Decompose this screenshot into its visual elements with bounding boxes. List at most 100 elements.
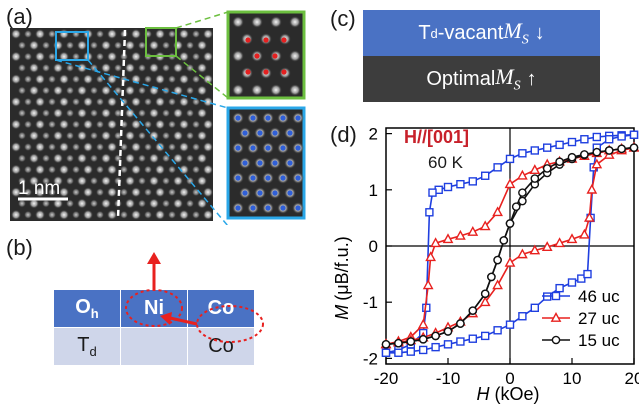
atom-column [95, 210, 105, 219]
site-marker [242, 160, 248, 166]
data-point [617, 144, 626, 154]
atom-column [47, 120, 57, 129]
atom-column [95, 142, 105, 152]
atom-column [34, 141, 46, 153]
atom-column [130, 119, 142, 130]
site-marker [295, 175, 301, 181]
atom-column [58, 74, 70, 85]
atom-column [17, 131, 27, 140]
atom-column [106, 96, 118, 108]
panel-label-b: (b) [6, 235, 33, 260]
atom-column [100, 62, 112, 74]
site-marker [272, 160, 278, 166]
atom-column [143, 120, 153, 129]
co-dotted-circle [196, 305, 264, 343]
data-point [406, 337, 416, 346]
header-oh: Oh [54, 290, 121, 328]
atom-column [106, 74, 118, 85]
data-point [455, 229, 466, 240]
atom-column [47, 210, 57, 219]
atom-column [161, 199, 171, 208]
data-point [580, 135, 589, 144]
optimal-box: Optimal MS ↑ [363, 56, 600, 102]
atom-column [113, 176, 123, 186]
atom-column [232, 50, 244, 62]
atom-column [71, 52, 81, 61]
data-point [492, 206, 503, 217]
atom-column [130, 187, 142, 198]
data-point [518, 312, 527, 321]
atom-column [17, 63, 27, 73]
atom-column [270, 84, 282, 96]
atom-column [202, 96, 214, 108]
atom-column [10, 28, 22, 40]
atom-column [154, 209, 166, 220]
atom-column [191, 210, 201, 219]
atom-column [28, 130, 40, 141]
atom-column [172, 198, 184, 209]
atom-column [106, 209, 118, 220]
stem-image-panel: 1 nm [10, 10, 306, 225]
atom-column [154, 141, 166, 153]
atom-column [167, 188, 177, 197]
atom-column [154, 28, 166, 40]
ni-up-arrowhead [147, 252, 161, 264]
data-point [443, 327, 453, 336]
cell-co: Co [187, 327, 255, 365]
data-point [583, 211, 595, 222]
atom-column [196, 40, 208, 51]
site-marker [235, 145, 241, 151]
atom-column [17, 41, 27, 50]
atom-column [76, 107, 88, 119]
atom-column [17, 86, 27, 95]
atom-column [185, 131, 195, 140]
atom-column [28, 153, 40, 164]
atom-column [196, 85, 208, 96]
data-point [422, 279, 434, 290]
vacant-label: -vacant [437, 21, 504, 44]
atom-column [143, 75, 153, 84]
atom-column [23, 52, 33, 61]
data-point [580, 150, 589, 159]
atom-column [76, 40, 88, 51]
data-point [468, 177, 478, 186]
atom-column [41, 176, 51, 186]
data-point [541, 241, 553, 252]
atom-column [58, 187, 70, 198]
data-point [425, 251, 437, 262]
data-point [567, 137, 577, 147]
atom-column [47, 97, 57, 107]
atom-column [41, 131, 51, 140]
data-point [517, 169, 528, 180]
atom-column [178, 28, 190, 40]
atom-column [71, 75, 81, 84]
atom-column [202, 28, 214, 40]
data-point [555, 283, 564, 293]
atom-column [124, 62, 136, 74]
atom-column [65, 199, 75, 208]
data-point [456, 179, 465, 189]
atom-column [137, 131, 147, 140]
data-point [518, 188, 527, 197]
atom-column [172, 107, 184, 119]
atom-column [71, 120, 81, 129]
data-point [592, 132, 601, 142]
data-point [555, 157, 564, 167]
atom-column [172, 62, 184, 74]
atom-column [148, 62, 160, 74]
data-point [504, 178, 516, 189]
atom-column [47, 52, 57, 61]
atom-column [185, 86, 195, 95]
data-point [551, 291, 561, 301]
atom-column [52, 175, 64, 187]
atom-column [71, 210, 81, 219]
atom-column [143, 142, 153, 152]
atom-column [178, 209, 190, 220]
atom-column [202, 119, 214, 130]
atom-column [28, 107, 40, 119]
atom-column [58, 96, 70, 108]
data-point [551, 335, 561, 345]
atom-column [41, 199, 51, 208]
atom-column [232, 84, 244, 96]
